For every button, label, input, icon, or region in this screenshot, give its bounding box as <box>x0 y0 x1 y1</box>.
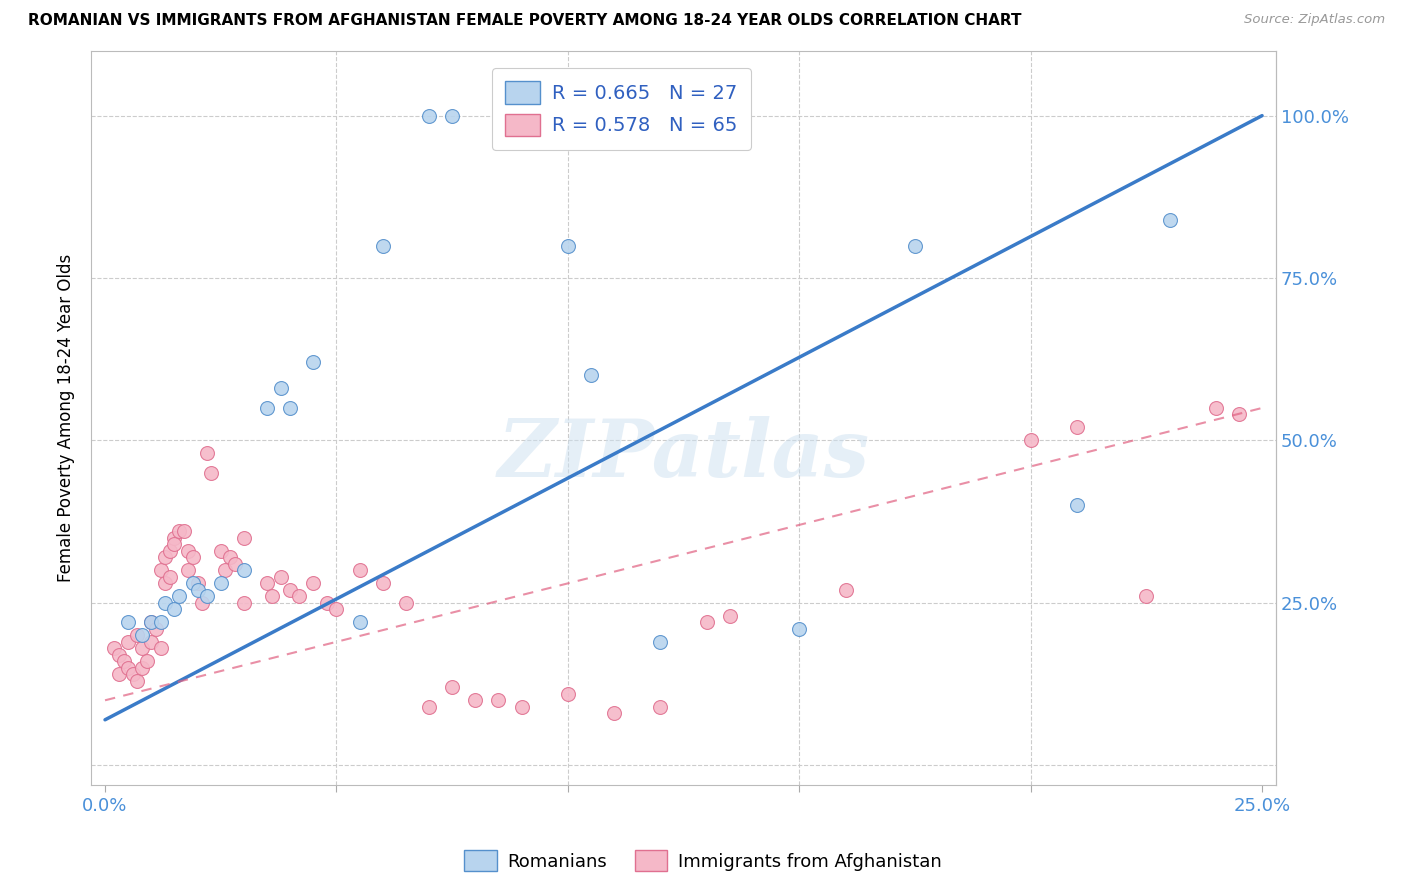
Point <box>464 693 486 707</box>
Point <box>232 563 254 577</box>
Point <box>214 563 236 577</box>
Point <box>177 544 200 558</box>
Point <box>371 238 394 252</box>
Point <box>270 570 292 584</box>
Point <box>103 641 125 656</box>
Text: Source: ZipAtlas.com: Source: ZipAtlas.com <box>1244 13 1385 27</box>
Point <box>153 576 176 591</box>
Point <box>149 563 172 577</box>
Point <box>1066 420 1088 434</box>
Point <box>395 596 418 610</box>
Point <box>117 635 139 649</box>
Point <box>131 641 153 656</box>
Point <box>441 109 464 123</box>
Point <box>135 654 157 668</box>
Point <box>834 582 856 597</box>
Point <box>787 622 810 636</box>
Point <box>349 563 371 577</box>
Point <box>149 615 172 630</box>
Point <box>117 615 139 630</box>
Point <box>159 570 181 584</box>
Point <box>278 401 301 415</box>
Point <box>1135 590 1157 604</box>
Point <box>159 544 181 558</box>
Point <box>181 550 204 565</box>
Point <box>209 576 232 591</box>
Point <box>316 596 339 610</box>
Point <box>177 563 200 577</box>
Point <box>200 466 222 480</box>
Point <box>173 524 195 539</box>
Point <box>650 699 672 714</box>
Point <box>163 531 186 545</box>
Point <box>371 576 394 591</box>
Point <box>131 661 153 675</box>
Legend: Romanians, Immigrants from Afghanistan: Romanians, Immigrants from Afghanistan <box>457 843 949 879</box>
Point <box>232 596 254 610</box>
Point <box>1159 212 1181 227</box>
Point <box>418 109 440 123</box>
Point <box>1227 408 1250 422</box>
Point <box>650 635 672 649</box>
Point <box>302 576 325 591</box>
Point <box>510 699 533 714</box>
Point <box>145 622 167 636</box>
Point <box>557 238 579 252</box>
Text: ROMANIAN VS IMMIGRANTS FROM AFGHANISTAN FEMALE POVERTY AMONG 18-24 YEAR OLDS COR: ROMANIAN VS IMMIGRANTS FROM AFGHANISTAN … <box>28 13 1022 29</box>
Point <box>141 615 163 630</box>
Point <box>153 550 176 565</box>
Point <box>441 681 464 695</box>
Point <box>219 550 242 565</box>
Point <box>1019 434 1042 448</box>
Point <box>904 238 927 252</box>
Point <box>209 544 232 558</box>
Point <box>270 382 292 396</box>
Point <box>149 641 172 656</box>
Legend: R = 0.665   N = 27, R = 0.578   N = 65: R = 0.665 N = 27, R = 0.578 N = 65 <box>492 68 751 150</box>
Point <box>163 537 186 551</box>
Point <box>167 524 190 539</box>
Point <box>302 355 325 369</box>
Point <box>1205 401 1227 415</box>
Point <box>181 576 204 591</box>
Point <box>278 582 301 597</box>
Point <box>141 615 163 630</box>
Point <box>195 446 218 460</box>
Point <box>256 401 278 415</box>
Point <box>187 582 209 597</box>
Point <box>557 687 579 701</box>
Point <box>718 608 741 623</box>
Point <box>256 576 278 591</box>
Point <box>127 628 149 642</box>
Point <box>108 648 131 662</box>
Point <box>112 654 135 668</box>
Point <box>191 596 214 610</box>
Point <box>195 590 218 604</box>
Point <box>224 557 246 571</box>
Point <box>131 628 153 642</box>
Point <box>349 615 371 630</box>
Point <box>153 596 176 610</box>
Y-axis label: Female Poverty Among 18-24 Year Olds: Female Poverty Among 18-24 Year Olds <box>58 253 75 582</box>
Point <box>579 368 602 383</box>
Point <box>260 590 283 604</box>
Point <box>1066 499 1088 513</box>
Point <box>325 602 347 616</box>
Point <box>127 673 149 688</box>
Point <box>232 531 254 545</box>
Point <box>187 576 209 591</box>
Point <box>117 661 139 675</box>
Text: ZIPatlas: ZIPatlas <box>498 416 870 493</box>
Point <box>288 590 311 604</box>
Point <box>603 706 626 721</box>
Point <box>696 615 718 630</box>
Point <box>167 590 190 604</box>
Point <box>488 693 510 707</box>
Point <box>121 667 143 681</box>
Point <box>108 667 131 681</box>
Point <box>418 699 440 714</box>
Point <box>141 635 163 649</box>
Point <box>163 602 186 616</box>
